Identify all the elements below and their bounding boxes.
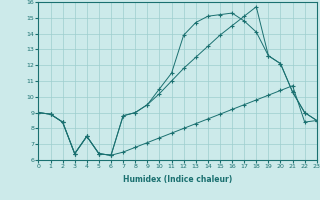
X-axis label: Humidex (Indice chaleur): Humidex (Indice chaleur) — [123, 175, 232, 184]
